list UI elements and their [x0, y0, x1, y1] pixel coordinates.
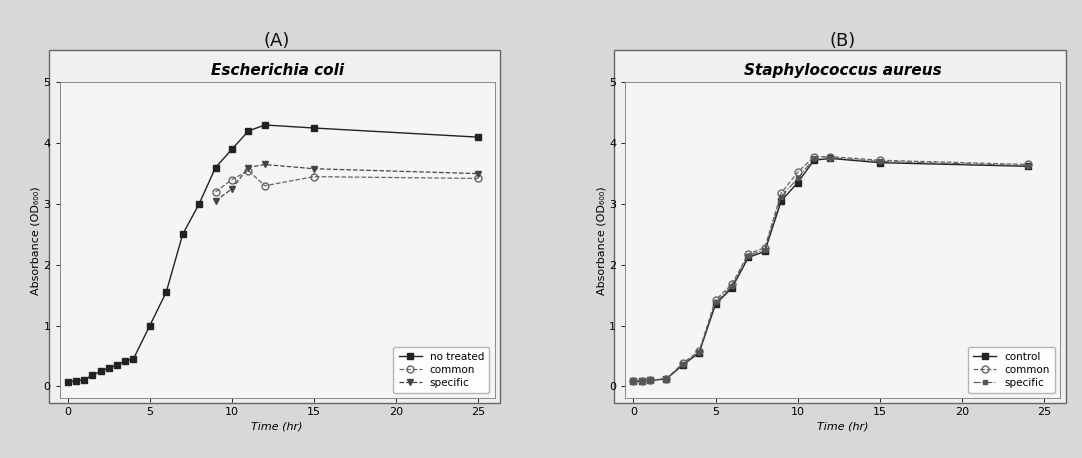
specific — [791, 176, 804, 181]
no treated — [209, 165, 222, 170]
control — [676, 362, 689, 368]
specific — [635, 378, 648, 384]
specific — [660, 376, 673, 382]
specific — [259, 162, 272, 167]
Title: Escherichia coli: Escherichia coli — [211, 64, 344, 78]
specific — [709, 300, 722, 305]
specific — [242, 165, 255, 170]
no treated — [85, 373, 98, 378]
specific — [472, 171, 485, 176]
control — [807, 158, 820, 163]
no treated — [242, 128, 255, 134]
control — [1021, 164, 1034, 169]
specific — [742, 253, 755, 258]
common — [807, 154, 820, 159]
no treated — [62, 379, 75, 385]
Y-axis label: Absorbance (OD₆₀₀): Absorbance (OD₆₀₀) — [30, 186, 41, 295]
control — [626, 379, 639, 384]
specific — [725, 284, 738, 289]
common — [644, 377, 657, 383]
control — [873, 160, 886, 165]
Title: Staphylococcus aureus: Staphylococcus aureus — [744, 64, 941, 78]
control — [635, 378, 648, 384]
control — [725, 285, 738, 291]
no treated — [160, 289, 173, 295]
common — [775, 191, 788, 196]
Text: (B): (B) — [830, 32, 856, 50]
X-axis label: Time (hr): Time (hr) — [251, 422, 303, 431]
common — [824, 154, 837, 159]
common — [472, 176, 485, 181]
common — [660, 376, 673, 382]
no treated — [472, 134, 485, 140]
no treated — [103, 365, 116, 371]
common — [676, 360, 689, 366]
common — [209, 189, 222, 195]
X-axis label: Time (hr): Time (hr) — [817, 422, 869, 431]
control — [644, 377, 657, 383]
no treated — [176, 232, 189, 237]
no treated — [307, 125, 320, 131]
control — [692, 350, 705, 355]
specific — [209, 198, 222, 204]
control — [660, 376, 673, 382]
Line: common: common — [630, 153, 1031, 385]
no treated — [225, 147, 238, 152]
specific — [873, 159, 886, 164]
Line: specific: specific — [631, 156, 1030, 383]
no treated — [110, 362, 123, 368]
common — [758, 245, 771, 251]
specific — [307, 166, 320, 171]
no treated — [69, 378, 82, 384]
common — [242, 168, 255, 173]
no treated — [259, 122, 272, 128]
control — [775, 198, 788, 204]
control — [791, 180, 804, 185]
control — [758, 249, 771, 254]
control — [824, 156, 837, 161]
common — [635, 378, 648, 384]
specific — [225, 186, 238, 191]
no treated — [94, 368, 107, 374]
common — [225, 177, 238, 182]
Line: common: common — [212, 167, 481, 195]
specific — [644, 377, 657, 383]
Legend: no treated, common, specific: no treated, common, specific — [394, 347, 489, 393]
control — [709, 301, 722, 307]
common — [873, 158, 886, 163]
common — [259, 183, 272, 189]
common — [1021, 162, 1034, 167]
Legend: control, common, specific: control, common, specific — [968, 347, 1055, 393]
common — [742, 251, 755, 256]
no treated — [143, 323, 156, 328]
common — [626, 379, 639, 384]
common — [692, 348, 705, 354]
specific — [692, 349, 705, 355]
specific — [824, 155, 837, 161]
common — [709, 297, 722, 303]
no treated — [78, 377, 91, 382]
common — [725, 282, 738, 287]
control — [742, 255, 755, 260]
Text: (A): (A) — [264, 32, 290, 50]
common — [791, 169, 804, 175]
Line: no treated: no treated — [65, 122, 481, 385]
no treated — [193, 201, 206, 207]
specific — [758, 247, 771, 252]
Line: control: control — [631, 156, 1030, 384]
specific — [775, 194, 788, 199]
specific — [1021, 163, 1034, 169]
Y-axis label: Absorbance (OD₆₀₀): Absorbance (OD₆₀₀) — [596, 186, 606, 295]
common — [307, 174, 320, 180]
no treated — [127, 356, 140, 362]
specific — [807, 156, 820, 161]
Line: specific: specific — [212, 161, 481, 204]
specific — [676, 362, 689, 367]
specific — [626, 379, 639, 384]
no treated — [119, 358, 132, 364]
